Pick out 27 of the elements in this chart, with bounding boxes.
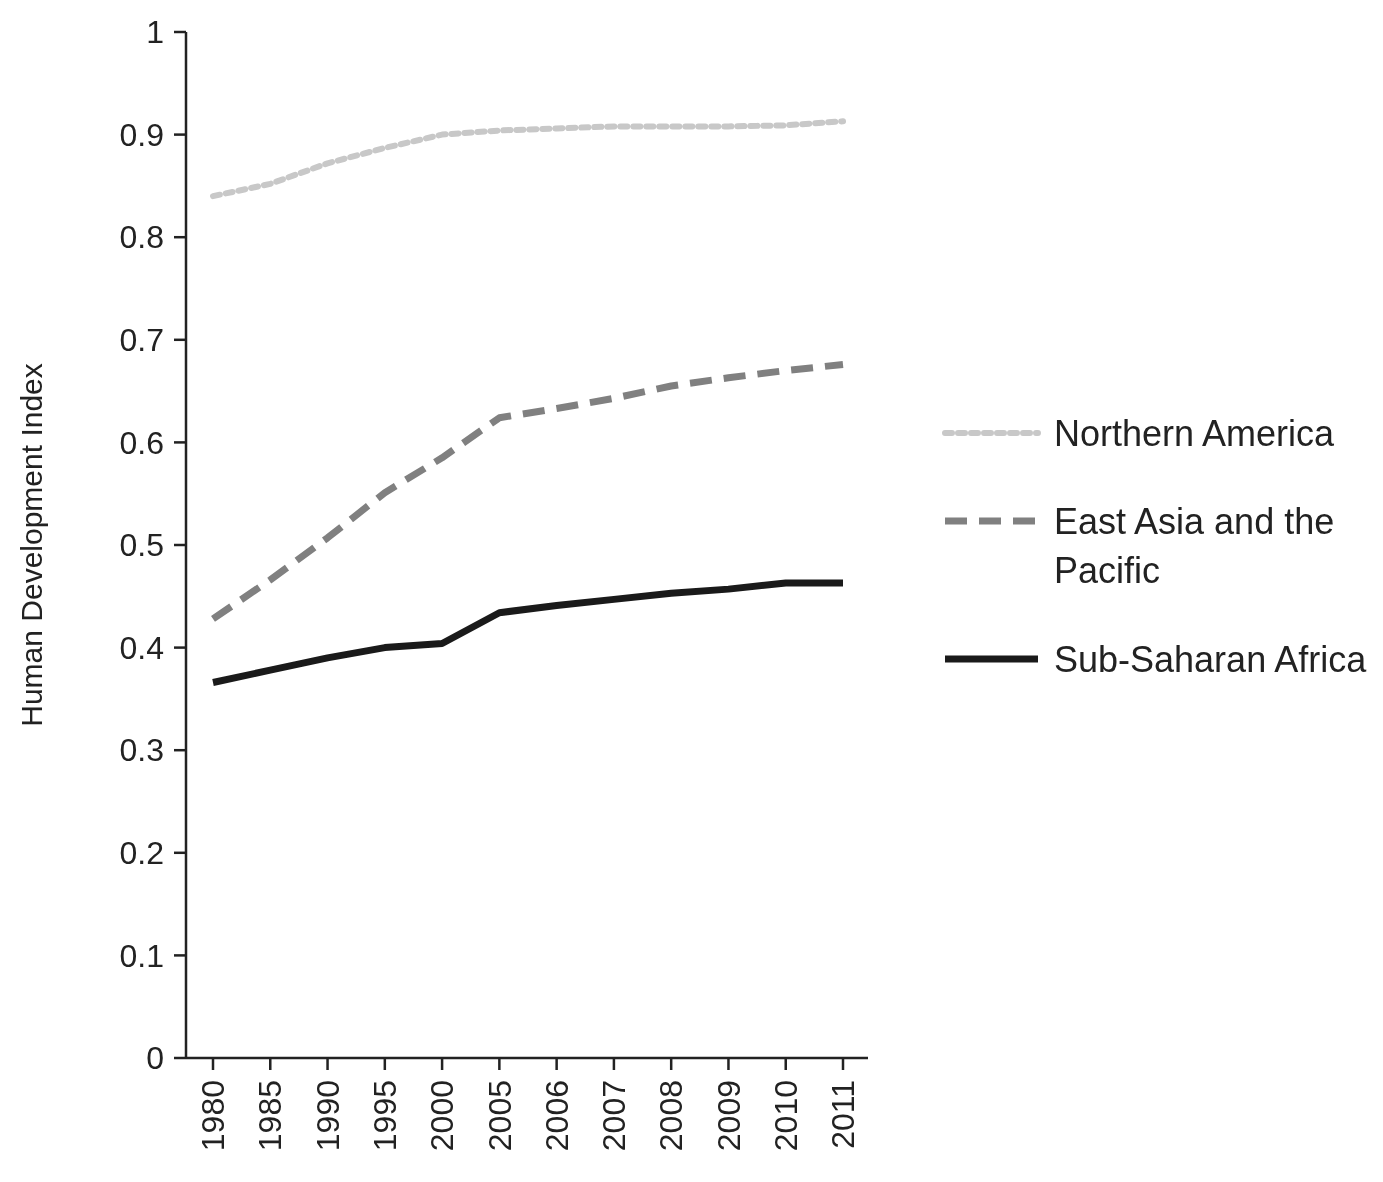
x-tick-label: 2007: [596, 1080, 633, 1152]
y-axis-title: Human Development Index: [15, 363, 48, 727]
x-tick-label: 2006: [538, 1080, 575, 1152]
x-tick-label: 2008: [653, 1080, 690, 1152]
y-tick-label: 0.2: [119, 835, 164, 871]
y-tick-label: 0.4: [119, 629, 164, 666]
y-tick-label: 0.6: [119, 424, 164, 461]
y-tick-label: 0.7: [119, 322, 164, 358]
y-tick-label: 0.3: [119, 732, 164, 769]
x-tick-label: 1985: [252, 1080, 289, 1152]
x-tick-label: 2011: [825, 1080, 862, 1149]
x-tick-label: 2010: [767, 1080, 804, 1152]
x-tick-label: 2000: [424, 1080, 461, 1152]
x-tick-label: 2005: [481, 1080, 518, 1152]
x-tick-label: 1995: [367, 1080, 404, 1152]
y-tick-label: 0.8: [119, 219, 164, 256]
legend-label: East Asia and the Pacific: [1054, 500, 1335, 592]
y-tick-label: 0.1: [119, 937, 164, 974]
x-tick-label: 1990: [309, 1080, 346, 1152]
y-tick-label: 1: [146, 14, 164, 51]
y-tick-label: 0.5: [119, 527, 164, 564]
legend-label: Northern America: [1054, 412, 1336, 454]
y-tick-label: 0: [146, 1040, 164, 1077]
x-tick-label: 1980: [195, 1080, 232, 1152]
y-tick-label: 0.9: [119, 116, 164, 153]
x-tick-label: 2009: [710, 1080, 747, 1152]
legend-label: Sub-Saharan Africa: [1054, 638, 1368, 680]
